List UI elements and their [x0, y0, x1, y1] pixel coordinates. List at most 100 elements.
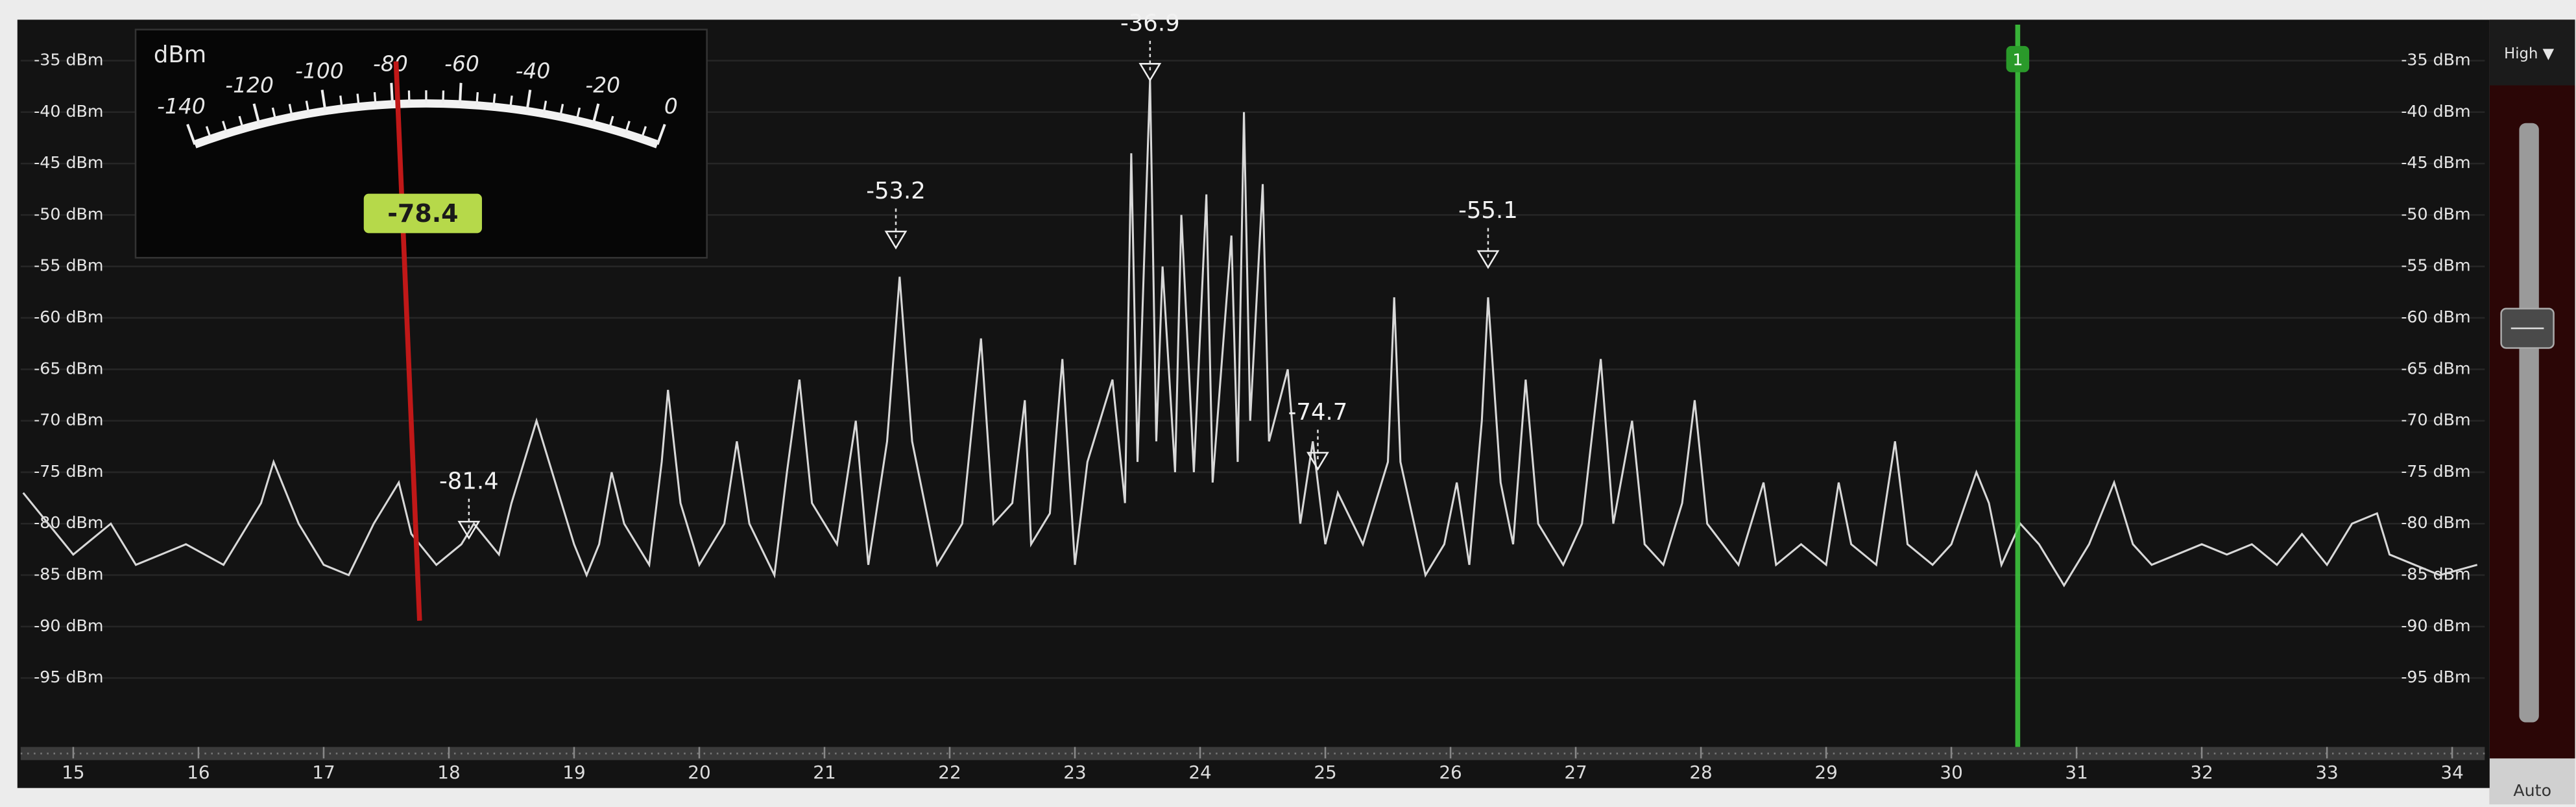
x-tick-label: 26: [1439, 762, 1462, 783]
gain-mode[interactable]: [2489, 19, 2575, 86]
marker-label: -36.9: [1120, 10, 1180, 37]
meter-tick-label: -100: [295, 58, 344, 84]
x-tick-label: 25: [1314, 762, 1336, 783]
gain-mode-label[interactable]: High ▼: [2504, 45, 2555, 62]
meter-tick: [458, 82, 463, 104]
meter-tick: [656, 124, 666, 145]
x-tick-label: 23: [1063, 762, 1086, 783]
x-tick-label: 32: [2190, 762, 2213, 783]
marker: [884, 230, 908, 250]
meter-tick: [592, 103, 600, 125]
meter-minor-tick: [559, 104, 564, 117]
meter-readout-box: [363, 193, 482, 234]
x-tick-label: 15: [62, 762, 84, 783]
y-tick-label-left: -90 dBm: [34, 616, 103, 635]
y-tick-label-left: -70 dBm: [34, 411, 103, 429]
meter-tick: [186, 124, 197, 145]
y-tick-label-left: -55 dBm: [34, 256, 103, 275]
x-tick-label: 19: [562, 762, 585, 783]
meter-tick-label: 0: [664, 93, 678, 119]
marker: [1476, 250, 1500, 269]
meter-minor-tick: [373, 92, 377, 106]
x-tick-label: 29: [1814, 762, 1837, 783]
y-tick-label-left: -65 dBm: [34, 359, 103, 378]
meter-minor-tick: [608, 115, 614, 130]
meter-readout: -78.4: [387, 199, 458, 228]
x-tick-label: 30: [1940, 762, 1962, 783]
meter-minor-tick: [205, 126, 212, 139]
meter-minor-tick: [509, 95, 513, 109]
x-tick-label: 34: [2440, 762, 2463, 783]
marker: [1306, 452, 1329, 471]
meter-arc: [193, 99, 659, 149]
axis-strip: [20, 747, 2485, 760]
meter-tick: [525, 90, 532, 112]
y-tick-label-right: -35 dBm: [2401, 50, 2470, 69]
meter-minor-tick: [640, 126, 647, 139]
auto-label[interactable]: Auto: [2513, 781, 2551, 800]
meter-minor-tick: [222, 121, 228, 134]
y-tick-label-left: -45 dBm: [34, 153, 103, 172]
y-tick-label-left: -50 dBm: [34, 204, 103, 223]
meter-minor-tick: [356, 93, 360, 107]
meter-needle: [393, 61, 422, 621]
y-tick-label-left: -75 dBm: [34, 462, 103, 481]
meter-minor-tick: [339, 95, 343, 109]
spectrum-trace: [22, 80, 2478, 588]
marker: [1138, 63, 1162, 82]
meter-tick: [252, 103, 261, 125]
meter-tick-label: -60: [444, 51, 479, 77]
x-tick-label: 17: [312, 762, 335, 783]
meter-tick: [320, 90, 327, 112]
y-tick-label-right: -65 dBm: [2401, 359, 2470, 378]
auto-button[interactable]: [2489, 758, 2575, 804]
y-tick-label-right: -70 dBm: [2401, 411, 2470, 429]
x-tick-label: 27: [1564, 762, 1587, 783]
marker-label: -53.2: [866, 178, 926, 204]
x-tick-label: 24: [1188, 762, 1211, 783]
y-tick-label-right: -45 dBm: [2401, 153, 2470, 172]
y-tick-label-right: -50 dBm: [2401, 204, 2470, 223]
x-tick-label: 18: [437, 762, 460, 783]
meter-minor-tick: [492, 93, 496, 107]
x-tick-label: 16: [187, 762, 210, 783]
slider-track: [2519, 123, 2539, 723]
meter-tick-label: -140: [157, 93, 206, 119]
meter-tick-label: -80: [373, 51, 408, 77]
meter-minor-tick: [575, 107, 581, 121]
y-tick-label-left: -60 dBm: [34, 307, 103, 326]
y-tick-label-right: -95 dBm: [2401, 668, 2470, 686]
x-tick-label: 31: [2065, 762, 2088, 783]
marker: [457, 520, 481, 540]
meter-unit: dBm: [154, 42, 206, 68]
meter-minor-tick: [271, 107, 277, 121]
cursor-label: 1: [2012, 51, 2023, 69]
meter-minor-tick: [238, 115, 245, 130]
x-tick-label: 28: [1689, 762, 1712, 783]
x-tick-label: 20: [688, 762, 710, 783]
x-tick-label: 33: [2315, 762, 2338, 783]
x-tick-label: 21: [813, 762, 836, 783]
cursor-tag: [2006, 45, 2030, 73]
y-tick-label-right: -40 dBm: [2401, 102, 2470, 121]
marker-label: -55.1: [1458, 197, 1518, 224]
meter-tick-label: -20: [585, 72, 620, 97]
meter-tick: [390, 82, 394, 104]
meter-minor-tick: [542, 101, 548, 114]
meter-tick-label: -40: [516, 58, 551, 84]
y-tick-label-right: -75 dBm: [2401, 462, 2470, 481]
meter-minor-tick: [288, 104, 293, 117]
marker-label: -81.4: [439, 468, 499, 494]
y-tick-label-left: -95 dBm: [34, 668, 103, 686]
y-tick-label-left: -80 dBm: [34, 513, 103, 532]
x-tick-label: 22: [938, 762, 961, 783]
meter-minor-tick: [475, 92, 479, 106]
meter-minor-tick: [624, 121, 631, 134]
meter-minor-tick: [442, 90, 445, 104]
meter-minor-tick: [305, 101, 310, 114]
y-tick-label-right: -80 dBm: [2401, 513, 2470, 532]
y-tick-label-right: -60 dBm: [2401, 307, 2470, 326]
meter-tick-label: -120: [225, 72, 274, 97]
